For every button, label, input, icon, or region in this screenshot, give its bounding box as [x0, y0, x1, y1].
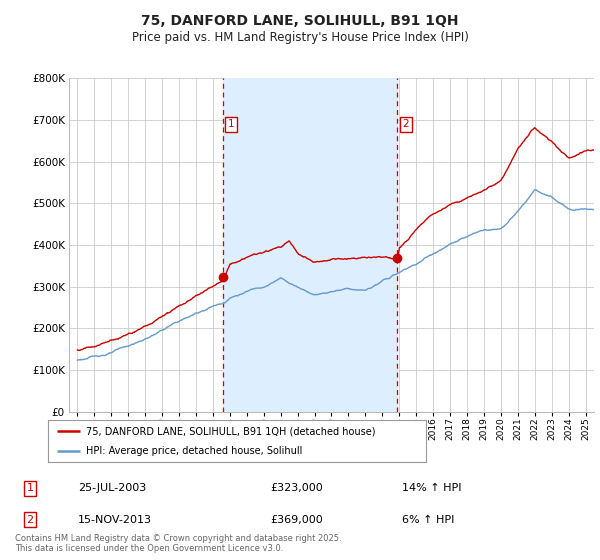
- Text: Price paid vs. HM Land Registry's House Price Index (HPI): Price paid vs. HM Land Registry's House …: [131, 31, 469, 44]
- Text: 15-NOV-2013: 15-NOV-2013: [78, 515, 152, 525]
- Text: £323,000: £323,000: [270, 483, 323, 493]
- Text: 25-JUL-2003: 25-JUL-2003: [78, 483, 146, 493]
- Text: 75, DANFORD LANE, SOLIHULL, B91 1QH (detached house): 75, DANFORD LANE, SOLIHULL, B91 1QH (det…: [86, 426, 376, 436]
- Text: 1: 1: [227, 119, 235, 129]
- Text: HPI: Average price, detached house, Solihull: HPI: Average price, detached house, Soli…: [86, 446, 302, 456]
- Text: 1: 1: [26, 483, 34, 493]
- Text: 2: 2: [402, 119, 409, 129]
- Bar: [223, 78, 397, 412]
- Text: £369,000: £369,000: [270, 515, 323, 525]
- Text: Contains HM Land Registry data © Crown copyright and database right 2025.
This d: Contains HM Land Registry data © Crown c…: [15, 534, 341, 553]
- Text: 2: 2: [26, 515, 34, 525]
- Text: 6% ↑ HPI: 6% ↑ HPI: [402, 515, 454, 525]
- Text: 14% ↑ HPI: 14% ↑ HPI: [402, 483, 461, 493]
- Text: 75, DANFORD LANE, SOLIHULL, B91 1QH: 75, DANFORD LANE, SOLIHULL, B91 1QH: [141, 14, 459, 28]
